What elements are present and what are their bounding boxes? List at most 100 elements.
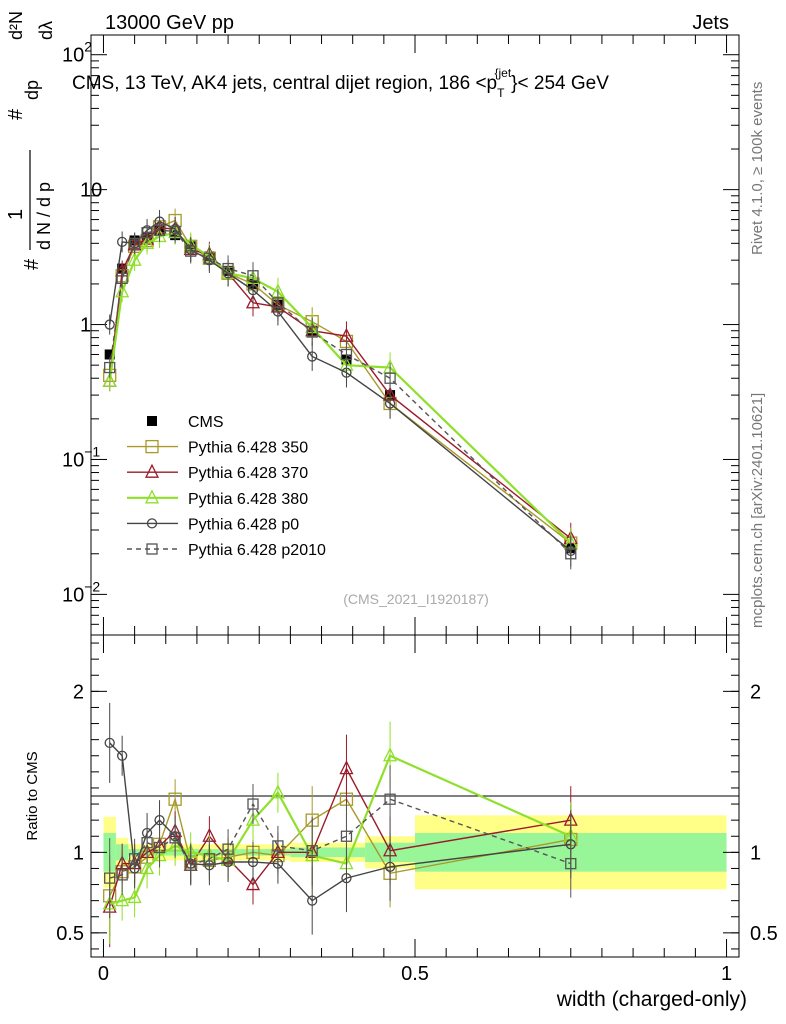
- ratio-point-p380-3: [140, 859, 155, 875]
- svg-text:d N / d p: d N / d p: [34, 182, 54, 250]
- ratio-point-p2010-1: [116, 869, 128, 881]
- legend-marker-p380: [144, 489, 160, 504]
- main-point-p380-1: [115, 283, 130, 298]
- legend-item-p350: Pythia 6.428 350: [127, 440, 308, 457]
- header-right: Jets: [692, 12, 729, 34]
- ratio-point-p2010-7: [203, 853, 216, 865]
- legend-item-cms: CMS: [147, 414, 224, 431]
- legend-marker-cms: [147, 416, 157, 426]
- y-axis-label: # 1 d N / d p # dp d²N dλ: [5, 11, 56, 270]
- svg-text:1: 1: [5, 209, 27, 220]
- ratio-point-p350-5: [168, 792, 182, 806]
- legend-item-p0: Pythia 6.428 p0: [127, 516, 299, 533]
- ratio-point-p2010-14: [565, 857, 577, 870]
- main-y-tick-label-1: 10: [80, 180, 102, 202]
- main-series-cms: [104, 225, 576, 554]
- legend-item-p2010: Pythia 6.428 p2010: [127, 542, 326, 559]
- main-series-line-p370: [108, 227, 572, 539]
- legend-marker-p350: [145, 439, 159, 454]
- svg-text:dλ: dλ: [36, 21, 56, 40]
- legend-marker-p0: [146, 518, 158, 529]
- ratio-y-tick-label-right-1: 1: [750, 842, 761, 864]
- ratio-point-p2010-5: [169, 832, 181, 844]
- main-point-p2010-8: [222, 262, 234, 275]
- main-point-p2010-6: [185, 245, 197, 257]
- ratio-point-p380-2: [127, 888, 142, 904]
- main-series-p380: [102, 220, 578, 559]
- main-series-p350: [103, 208, 578, 559]
- ratio-y-tick-label-right-2: 0.5: [750, 923, 778, 945]
- legend-label-p370: Pythia 6.428 370: [188, 465, 308, 482]
- main-point-p2010-1: [116, 272, 128, 285]
- main-point-p0-13: [384, 398, 396, 409]
- rivet-label: Rivet 4.1.0, ≥ 100k events: [749, 82, 766, 255]
- main-point-p2010-12: [340, 348, 353, 361]
- ratio-point-p2010-11: [306, 845, 318, 857]
- ratio-y-tick-label-right-0: 2: [750, 681, 761, 703]
- ratio-point-p2010-12: [340, 830, 353, 842]
- ratio-point-p0-0: [104, 737, 115, 749]
- main-series-p370: [102, 216, 578, 554]
- main-point-cms-0: [104, 349, 115, 360]
- main-y-tick-label-2: 1: [80, 315, 91, 337]
- svg-text:d²N: d²N: [6, 11, 26, 40]
- svg-text:#: #: [5, 108, 27, 120]
- ratio-point-p370-9: [245, 876, 261, 891]
- legend-label-p2010: Pythia 6.428 p2010: [188, 542, 326, 559]
- main-point-p380-0: [102, 372, 117, 387]
- ratio-point-p2010-3: [141, 837, 153, 849]
- main-point-p370-9: [245, 294, 261, 309]
- legend-item-p380: Pythia 6.428 380: [127, 489, 308, 508]
- ratio-point-p380-9: [245, 811, 261, 826]
- main-point-p2010-7: [203, 252, 216, 264]
- ratio-point-p2010-8: [222, 843, 234, 855]
- ratio-point-p0-9: [247, 856, 259, 868]
- legend-label-p380: Pythia 6.428 380: [188, 491, 308, 508]
- main-point-p2010-5: [169, 225, 181, 238]
- analysis-watermark: (CMS_2021_I1920187): [343, 591, 489, 607]
- legend-marker-p370: [144, 463, 160, 478]
- legend-label-p0: Pythia 6.428 p0: [188, 516, 299, 533]
- ratio-point-p380-10: [270, 784, 285, 799]
- main-point-p0-1: [117, 236, 128, 248]
- main-point-p2010-4: [153, 224, 166, 236]
- main-y-tick-label-4: 10−2: [62, 578, 100, 606]
- ratio-point-p370-12: [339, 760, 354, 775]
- ratio-point-p2010-6: [185, 859, 197, 871]
- main-point-p2010-13: [384, 372, 396, 384]
- x-axis-label: width (charged-only): [556, 988, 747, 1011]
- ratio-point-p2010-4: [153, 841, 166, 854]
- legend-item-p370: Pythia 6.428 370: [127, 463, 308, 482]
- ratio-point-p0-11: [307, 895, 318, 906]
- x-tick-label-1: 0.5: [401, 963, 429, 985]
- svg-text:#: #: [21, 258, 43, 270]
- ratio-y-tick-label-2: 0.5: [56, 923, 84, 945]
- main-point-p2010-9: [247, 270, 259, 282]
- ratio-y-axis-label: Ratio to CMS: [24, 751, 41, 840]
- chart-title: CMS, 13 TeV, AK4 jets, central dijet reg…: [72, 66, 609, 100]
- main-point-p380-2: [127, 251, 142, 266]
- ratio-point-p0-12: [341, 872, 352, 884]
- main-point-p2010-10: [272, 297, 284, 309]
- ratio-series-p2010: [104, 765, 577, 919]
- legend-label-p350: Pythia 6.428 350: [188, 440, 308, 457]
- main-series-line-p2010: [108, 229, 572, 555]
- ratio-point-p380-1: [115, 892, 130, 907]
- main-point-p2010-3: [141, 226, 153, 239]
- main-series-p0: [104, 209, 576, 567]
- ratio-band-inner-3: [290, 847, 366, 858]
- main-series-p2010: [104, 218, 577, 570]
- x-tick-label-2: 1: [721, 963, 732, 985]
- ratio-point-p0-13: [384, 861, 396, 872]
- ratio-point-p2010-13: [384, 793, 396, 805]
- main-series-line-p0: [109, 220, 572, 552]
- legend-label-cms: CMS: [188, 414, 224, 431]
- ratio-point-p0-4: [154, 815, 165, 826]
- main-point-p0-11: [307, 351, 318, 362]
- header-left: 13000 GeV pp: [105, 12, 234, 34]
- x-tick-label-0: 0: [98, 963, 109, 985]
- main-y-tick-label-3: 10−1: [62, 443, 100, 471]
- ratio-point-p2010-10: [272, 840, 284, 852]
- svg-text:dp: dp: [22, 80, 42, 100]
